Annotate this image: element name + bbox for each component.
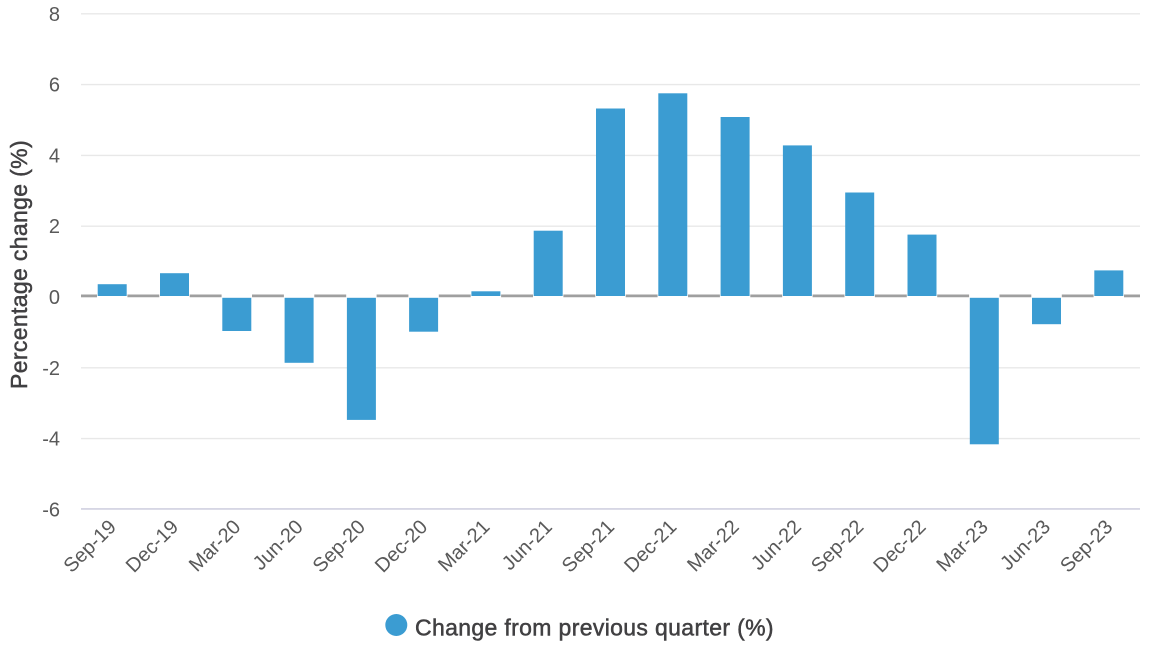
svg-text:4: 4: [49, 145, 60, 167]
svg-text:6: 6: [49, 75, 60, 97]
svg-text:2: 2: [49, 216, 60, 238]
svg-text:-4: -4: [42, 429, 60, 451]
svg-text:0: 0: [49, 287, 60, 309]
svg-text:Change from previous quarter (: Change from previous quarter (%): [415, 614, 774, 640]
svg-text:8: 8: [49, 4, 60, 26]
svg-text:-6: -6: [42, 499, 60, 521]
svg-text:Percentage change (%): Percentage change (%): [6, 140, 32, 389]
svg-text:-2: -2: [42, 358, 60, 380]
